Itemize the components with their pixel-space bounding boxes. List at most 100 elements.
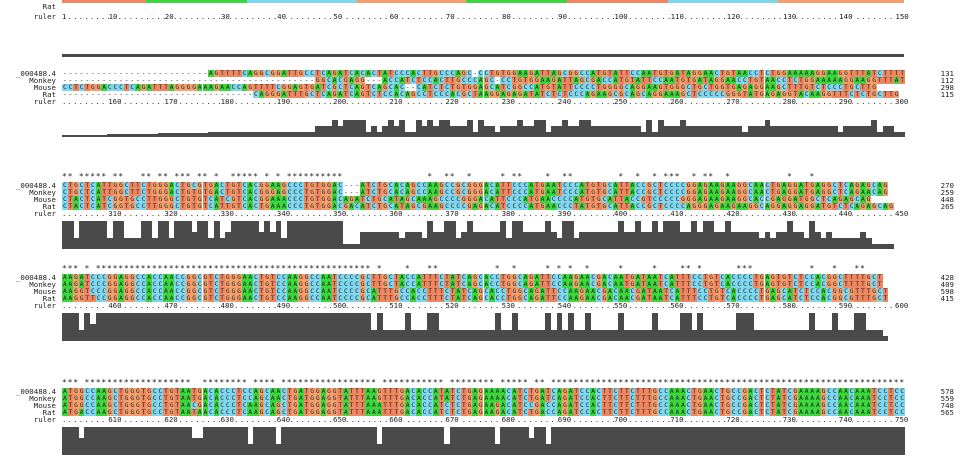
conservation-bar	[803, 427, 810, 455]
base-cell: C	[876, 395, 883, 402]
base-cell: A	[62, 395, 68, 402]
base-cell: C	[517, 203, 523, 210]
base-cell: T	[595, 203, 602, 210]
base-cell: G	[820, 70, 827, 77]
conservation-bar	[770, 125, 777, 137]
base-cell: C	[657, 77, 664, 84]
base-cell: G	[326, 409, 332, 416]
conservation-bar	[444, 443, 451, 455]
base-cell: G	[871, 77, 877, 84]
base-cell: A	[416, 281, 422, 288]
base-cell: A	[820, 295, 827, 302]
conservation-bar	[882, 427, 889, 455]
base-cell: T	[202, 203, 209, 210]
base-cell: A	[590, 388, 596, 395]
identity-star: *	[73, 378, 79, 387]
base-cell: C	[253, 281, 259, 288]
base-cell: A	[359, 189, 366, 196]
sequence-end-position: 748	[940, 401, 954, 410]
base-cell: G	[303, 281, 310, 288]
base-cell: T	[595, 189, 602, 196]
conservation-bar	[809, 313, 816, 341]
base-cell: T	[573, 395, 580, 402]
base-cell: A	[62, 274, 68, 281]
base-cell: C	[742, 77, 748, 84]
base-cell: A	[775, 91, 782, 98]
base-cell: G	[865, 281, 872, 288]
base-cell: C	[640, 182, 647, 189]
conservation-bar	[180, 313, 186, 341]
base-cell: T	[607, 409, 613, 416]
base-cell: C	[584, 84, 591, 91]
conservation-bar	[196, 313, 203, 341]
base-cell: -	[197, 77, 202, 84]
conservation-bar	[798, 231, 805, 249]
base-cell: A	[567, 395, 574, 402]
base-cell: C	[809, 288, 816, 295]
base-cell: -	[68, 70, 73, 77]
base-cell: G	[702, 196, 709, 203]
base-cell: A	[494, 189, 501, 196]
base-cell: T	[449, 77, 456, 84]
base-cell: C	[719, 91, 726, 98]
identity-star: *	[646, 378, 652, 387]
base-cell: A	[770, 295, 776, 302]
conservation-bar	[607, 125, 614, 137]
base-cell: G	[562, 402, 568, 409]
base-cell: G	[264, 295, 270, 302]
base-cell: C	[674, 203, 681, 210]
conservation-bar	[770, 329, 777, 341]
conservation-bar	[680, 231, 687, 249]
base-cell: A	[95, 189, 102, 196]
base-cell: A	[550, 182, 557, 189]
conservation-bar	[202, 221, 209, 249]
base-cell: G	[753, 77, 759, 84]
base-cell: C	[298, 196, 304, 203]
ruler-tick: 520	[445, 301, 459, 310]
conservation-bar	[438, 119, 445, 137]
base-cell: G	[359, 84, 366, 91]
identity-star: *	[286, 378, 292, 387]
base-cell: G	[775, 203, 782, 210]
base-cell: G	[494, 91, 501, 98]
conservation-bar	[489, 125, 496, 137]
conservation-bar	[264, 221, 271, 249]
base-cell: T	[67, 189, 74, 196]
ruler-dots: ........................................…	[62, 209, 895, 218]
base-cell: C	[253, 182, 259, 189]
base-cell: T	[899, 70, 905, 77]
base-cell: T	[837, 91, 844, 98]
base-cell: A	[809, 395, 816, 402]
base-cell: T	[893, 70, 900, 77]
base-cell: T	[640, 409, 647, 416]
base-cell: C	[343, 274, 349, 281]
base-cell: -	[79, 77, 84, 84]
base-cell: A	[680, 388, 686, 395]
base-cell: A	[354, 91, 360, 98]
base-cell: A	[528, 203, 535, 210]
base-cell: A	[393, 84, 400, 91]
base-cell: C	[483, 295, 490, 302]
conservation-bar	[129, 133, 136, 137]
base-cell: G	[151, 189, 158, 196]
identity-star: *	[174, 172, 180, 181]
base-cell: C	[635, 203, 641, 210]
conservation-bar	[365, 231, 372, 249]
conservation-bar	[106, 134, 113, 137]
base-cell: G	[314, 409, 321, 416]
base-cell: G	[595, 281, 602, 288]
base-cell: A	[831, 196, 838, 203]
conservation-bar	[865, 329, 872, 341]
base-cell: A	[742, 70, 748, 77]
identity-star: *	[567, 172, 573, 181]
conservation-bar	[348, 313, 355, 341]
base-cell: T	[792, 288, 799, 295]
base-cell: A	[860, 402, 866, 409]
conservation-bar	[140, 313, 147, 341]
base-cell: G	[399, 395, 405, 402]
base-cell: A	[629, 182, 636, 189]
base-cell: T	[820, 196, 827, 203]
base-cell: C	[213, 288, 220, 295]
base-cell: T	[269, 295, 276, 302]
